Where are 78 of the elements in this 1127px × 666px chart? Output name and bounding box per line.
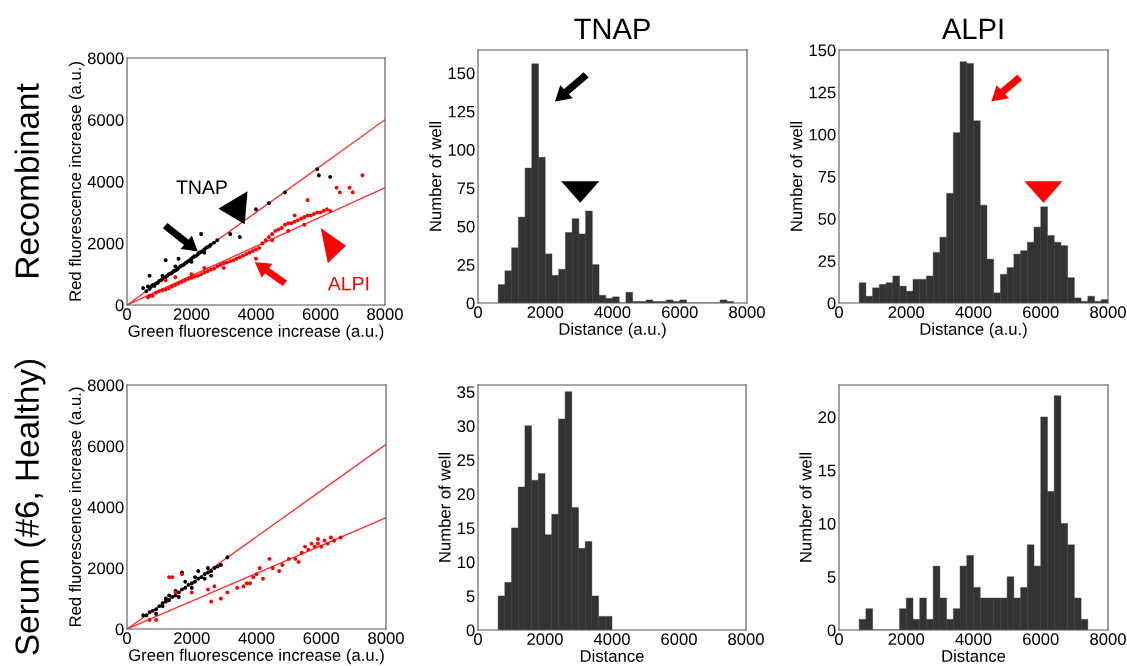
y-tick-label: 6000 (88, 440, 124, 453)
x-tick-label: 8000 (367, 308, 403, 321)
chart-title: TNAP (574, 18, 650, 39)
y-tick-label: 10 (457, 556, 475, 569)
y-tick-label: 15 (818, 464, 836, 477)
y-axis-title: Number of well (429, 122, 442, 231)
text: Serum (#6, Healthy) (14, 359, 46, 655)
x-axis-title: Distance (a.u.) (559, 322, 666, 339)
x-tick-label: 8000 (728, 633, 764, 646)
y-tick-label: 150 (448, 67, 475, 80)
x-tick-label: 2000 (173, 308, 210, 321)
y-tick-label: 75 (818, 171, 836, 183)
y-tick-label: 2000 (87, 562, 124, 575)
x-tick-label: 2000 (527, 306, 564, 319)
y-tick-label: 125 (448, 105, 475, 118)
x-tick-label: 6000 (303, 632, 340, 645)
y-tick-label: 30 (457, 420, 475, 433)
y-tick-label: 2000 (87, 237, 124, 250)
y-tick-label: 75 (457, 182, 475, 195)
y-tick-label: 20 (818, 411, 836, 424)
x-tick-label: 4000 (955, 633, 992, 646)
y-tick-label: 100 (809, 128, 836, 141)
x-tick-label: 2000 (174, 632, 210, 645)
y-tick-label: 0 (466, 624, 475, 637)
x-tick-label: 6000 (1023, 306, 1059, 319)
y-tick-label: 15 (457, 522, 475, 535)
x-tick-label: 8000 (729, 306, 765, 319)
x-tick-label: 4000 (238, 632, 275, 645)
x-tick-label: 2000 (527, 633, 563, 646)
y-tick-label: 25 (818, 255, 836, 268)
y-tick-label: 0 (115, 623, 124, 636)
x-tick-label: 4000 (237, 308, 274, 321)
y-tick-label: 35 (457, 386, 475, 399)
y-axis-title: Number of well (438, 453, 451, 562)
x-tick-label: 4000 (593, 633, 630, 646)
y-tick-label: 0 (827, 297, 836, 310)
y-tick-label: 25 (457, 259, 475, 271)
x-tick-label: 4000 (955, 306, 992, 319)
x-tick-label: 8000 (1090, 306, 1126, 319)
y-tick-label: 6000 (88, 114, 124, 126)
x-tick-label: 2000 (888, 633, 925, 646)
x-tick-label: 2000 (888, 306, 925, 319)
chart-title: ALPI (941, 18, 1003, 39)
y-tick-label: 8000 (87, 379, 124, 392)
y-tick-label: 5 (827, 571, 836, 583)
x-axis-title: Green fluorescence increase (a.u.) (128, 324, 384, 341)
x-tick-label: 6000 (661, 633, 697, 646)
y-tick-label: 10 (818, 517, 836, 530)
x-axis-title: Distance (a.u.) (920, 322, 1027, 339)
x-axis-title: Green fluorescence increase (a.u.) (129, 648, 384, 665)
annotation: ALPI (327, 276, 369, 291)
text: Recombinant (14, 83, 39, 277)
y-axis-title: Number of well (790, 122, 803, 231)
y-axis-title: Number of well (799, 453, 812, 562)
y-tick-label: 125 (809, 86, 836, 99)
x-axis-title: Distance (942, 649, 1006, 662)
x-tick-label: 4000 (594, 306, 631, 319)
x-tick-label: 6000 (302, 308, 339, 321)
y-tick-label: 150 (809, 44, 836, 57)
x-tick-label: 8000 (1090, 633, 1126, 646)
x-tick-label: 6000 (662, 306, 698, 319)
annotation: TNAP (176, 180, 227, 194)
y-tick-label: 5 (466, 590, 475, 603)
y-tick-label: 4000 (87, 501, 124, 514)
y-tick-label: 50 (457, 220, 475, 233)
y-tick-label: 0 (827, 624, 836, 637)
y-tick-label: 20 (457, 488, 475, 501)
y-tick-label: 25 (457, 454, 475, 467)
y-tick-label: 0 (466, 297, 475, 310)
x-axis-title: Distance (580, 649, 644, 662)
y-tick-label: 50 (818, 213, 836, 225)
y-tick-label: 8000 (87, 52, 124, 65)
y-tick-label: 100 (448, 144, 475, 156)
x-tick-label: 6000 (1023, 633, 1059, 646)
y-axis-title: Red fluorescence increase (a.u.) (68, 387, 85, 627)
y-axis-title: Red fluorescence increase (a.u.) (68, 62, 85, 301)
y-tick-label: 4000 (87, 175, 124, 188)
x-tick-label: 8000 (368, 632, 404, 645)
